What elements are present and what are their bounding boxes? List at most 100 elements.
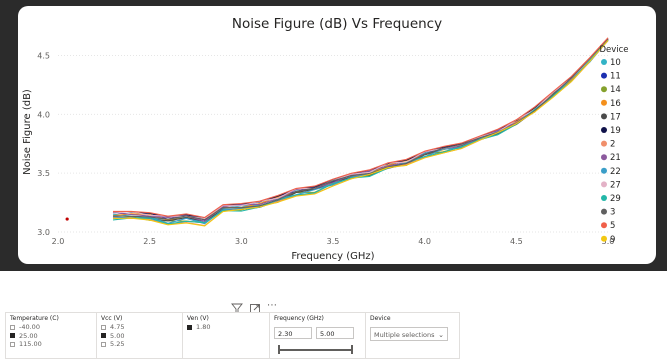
temperature-option[interactable]: -40.00 [10, 323, 92, 332]
legend-item-3[interactable]: 3 [610, 208, 615, 218]
x-tick-label: 5.0 [602, 237, 615, 246]
temperature-option[interactable]: 115.00 [10, 340, 92, 349]
vcc-option[interactable]: 4.75 [101, 323, 178, 332]
legend-item-17[interactable]: 17 [610, 112, 621, 122]
legend-item-19[interactable]: 19 [610, 126, 621, 136]
y-tick-label: 3.0 [37, 228, 50, 237]
slicer-title: Device [370, 315, 391, 322]
chart-plot: 3.0 3.5 4.0 4.5 2.0 2.5 3.0 3.5 4.0 4.5 5.0 Frequen… [22, 37, 629, 262]
legend-marker [601, 99, 607, 106]
series-line-3[interactable] [112, 38, 609, 221]
legend-marker [601, 154, 607, 161]
legend-marker [601, 140, 607, 147]
series-line-9[interactable] [112, 39, 609, 227]
x-tick-label: 2.0 [52, 237, 65, 246]
vcc-option[interactable]: 5.00 [101, 332, 178, 341]
focus-mode-icon[interactable] [249, 300, 261, 314]
legend-marker [601, 167, 607, 174]
legend-marker [601, 208, 607, 215]
legend-marker [601, 59, 607, 65]
legend-item-5[interactable]: 5 [610, 221, 615, 231]
series-line-27[interactable] [112, 38, 609, 219]
legend-marker [601, 86, 607, 93]
vcc-option[interactable]: 5.25 [101, 340, 178, 349]
y-axis-title: Noise Figure (dB) [22, 89, 33, 175]
device-dropdown[interactable]: Multiple selections ⌄ [370, 327, 448, 341]
legend-marker [601, 113, 607, 120]
legend-item-21[interactable]: 21 [610, 153, 621, 163]
checkbox[interactable] [101, 324, 106, 330]
legend-marker [601, 72, 607, 79]
chevron-down-icon: ⌄ [438, 331, 444, 339]
series-line-10[interactable] [112, 39, 609, 224]
series-line-11[interactable] [112, 38, 609, 221]
line-chart-visual[interactable]: Noise Figure (dB) Vs Frequency 3.0 3.5 4.0… [18, 6, 656, 264]
series-line-19[interactable] [113, 38, 609, 219]
checkbox[interactable] [10, 341, 15, 347]
temperature-slicer: Temperature (C) -40.00 25.00 115.00 [5, 312, 96, 359]
frequency-min-handle[interactable] [278, 345, 280, 354]
legend-item-11[interactable]: 11 [610, 72, 621, 82]
y-tick-label: 4.0 [37, 110, 50, 119]
visual-toolbar: ⋯ [231, 299, 277, 315]
temperature-option-label: 115.00 [19, 340, 42, 349]
device-dropdown-value: Multiple selections [374, 331, 435, 339]
legend-item-10[interactable]: 10 [610, 58, 621, 68]
ven-slicer: Ven (V) 1.80 [182, 312, 269, 359]
series-line-14[interactable] [112, 40, 609, 224]
y-tick-label: 3.5 [37, 169, 50, 178]
frequency-max-handle[interactable] [351, 345, 353, 354]
series-line-22[interactable] [112, 39, 609, 225]
legend-item-9[interactable]: 9 [610, 235, 615, 245]
x-tick-label: 3.5 [327, 237, 340, 246]
checkbox[interactable] [10, 333, 15, 339]
vcc-option-label: 5.00 [110, 331, 125, 340]
y-tick-label: 4.5 [37, 52, 50, 61]
legend-item-16[interactable]: 16 [610, 99, 621, 109]
legend-item-29[interactable]: 29 [610, 194, 621, 204]
temperature-option[interactable]: 25.00 [10, 332, 92, 341]
series-line-21[interactable] [112, 38, 609, 222]
legend-item-14[interactable]: 14 [610, 85, 621, 95]
series-line-2[interactable] [112, 40, 609, 227]
legend-marker [601, 195, 607, 201]
filter-icon[interactable] [231, 300, 243, 315]
legend-title: Device [599, 45, 628, 55]
more-options-icon[interactable]: ⋯ [267, 300, 277, 311]
slicer-title: Frequency (GHz) [274, 315, 324, 322]
legend-item-27[interactable]: 27 [610, 180, 621, 190]
legend-marker [601, 235, 607, 242]
ven-option[interactable]: 1.80 [187, 323, 265, 332]
x-tick-label: 4.5 [510, 237, 523, 246]
slicer-row: Temperature (C) -40.00 25.00 115.00 Vcc (V… [5, 312, 460, 360]
legend-marker [601, 127, 607, 133]
vcc-slicer: Vcc (V) 4.75 5.00 5.25 [96, 312, 182, 359]
chart-title: Noise Figure (dB) Vs Frequency [231, 16, 443, 32]
slicer-title: Temperature (C) [10, 315, 59, 322]
series-line-17[interactable] [112, 39, 609, 222]
vcc-option-label: 5.25 [110, 340, 125, 349]
legend-item-22[interactable]: 22 [610, 167, 621, 177]
frequency-min-input[interactable]: 2.30 [274, 327, 312, 339]
legend-marker [601, 181, 607, 188]
checkbox[interactable] [101, 341, 106, 347]
checkbox[interactable] [101, 333, 106, 339]
x-tick-label: 4.0 [418, 237, 431, 246]
checkbox[interactable] [187, 324, 192, 330]
series-line-5[interactable] [113, 37, 609, 219]
frequency-slicer: Frequency (GHz) 2.30 5.00 [269, 312, 365, 359]
frequency-range-track[interactable] [278, 349, 352, 351]
series-line-29[interactable] [112, 39, 609, 225]
slicer-title: Vcc (V) [101, 315, 123, 322]
data-point[interactable] [65, 217, 69, 221]
frequency-max-input[interactable]: 5.00 [316, 327, 354, 339]
temperature-option-label: 25.00 [19, 331, 38, 340]
vcc-option-label: 4.75 [110, 323, 125, 332]
legend-marker [601, 222, 607, 229]
legend-item-2[interactable]: 2 [610, 140, 615, 150]
device-slicer: Device Multiple selections ⌄ [365, 312, 460, 359]
series-line-16[interactable] [112, 39, 609, 221]
checkbox[interactable] [10, 324, 15, 330]
ven-option-label: 1.80 [196, 323, 211, 332]
